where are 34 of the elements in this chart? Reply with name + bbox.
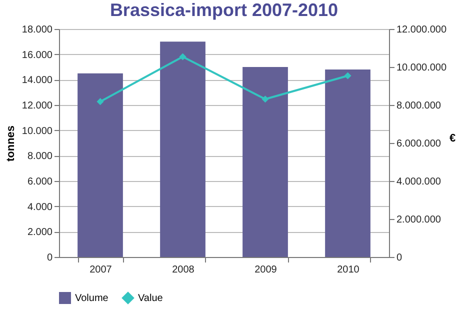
y-tick-label: 6.000 xyxy=(27,176,53,188)
y2-tick-label: 4.000.000 xyxy=(396,176,442,188)
x-tick-label: 2007 xyxy=(90,264,112,276)
y2-tick-label: 8.000.000 xyxy=(396,100,442,112)
y2-tick-label: 0 xyxy=(396,252,402,264)
bar xyxy=(242,67,288,257)
legend-label: Volume xyxy=(75,293,109,304)
y2-tick-label: 10.000.000 xyxy=(396,62,447,74)
y2-tick-label: 2.000.000 xyxy=(396,214,442,226)
y-axis-title: tonnes xyxy=(4,125,17,162)
bar xyxy=(160,42,206,257)
bar xyxy=(325,70,370,257)
x-tick-label: 2009 xyxy=(254,264,278,276)
legend-label: Value xyxy=(138,293,164,304)
y-tick-label: 14.000 xyxy=(22,75,53,86)
point xyxy=(344,72,352,80)
y-tick-label: 16.000 xyxy=(22,50,53,61)
point xyxy=(262,96,269,103)
y-tick-label: 0 xyxy=(46,252,53,264)
y-tick-label: 10.000 xyxy=(22,126,53,137)
x-tick-label: 2008 xyxy=(172,264,195,276)
y2-axis-title: € xyxy=(449,132,456,144)
y-tick-label: 4.000 xyxy=(27,202,53,213)
y-tick-label: 2.000 xyxy=(27,227,53,238)
x-tick-label: 2010 xyxy=(337,264,360,276)
y-tick-label: 12.000 xyxy=(22,100,53,112)
point xyxy=(96,98,104,106)
y-tick-label: 8.000 xyxy=(27,151,53,162)
chart-title: Brassica-import 2007-2010 xyxy=(110,0,338,20)
y-tick-label: 18.000 xyxy=(22,24,53,36)
bar xyxy=(78,73,123,257)
point xyxy=(179,53,186,60)
y2-tick-label: 6.000.000 xyxy=(396,138,442,150)
y2-tick-label: 12.000.000 xyxy=(396,24,447,36)
